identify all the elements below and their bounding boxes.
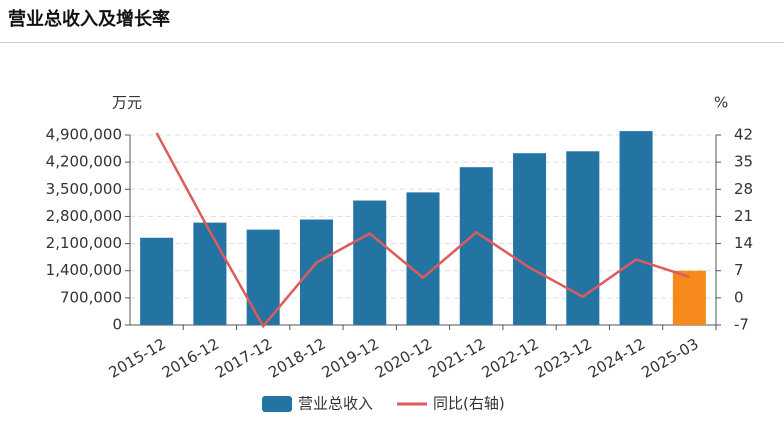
bar — [459, 167, 493, 325]
line — [155, 132, 690, 329]
x-tick-label: 2022-12 — [479, 335, 542, 382]
x-tick-label: 2020-12 — [372, 335, 435, 382]
x-tick-label: 2019-12 — [319, 335, 382, 382]
bar — [672, 270, 706, 325]
x-tick-label: 2024-12 — [585, 335, 648, 382]
y-tick-label: 2,800,000 — [46, 207, 122, 225]
y-unit: 万元 — [112, 94, 142, 112]
y2-tick-label: -7 — [734, 316, 749, 334]
y-tick-label: 2,100,000 — [46, 234, 122, 252]
y-tick-label: 3,500,000 — [46, 180, 122, 198]
x-tick-label: 2023-12 — [532, 335, 595, 382]
y-tick-label: 0 — [112, 316, 122, 334]
bar — [140, 237, 174, 325]
x-tick-label: 2016-12 — [159, 335, 222, 382]
y2-tick-label: 7 — [734, 261, 744, 279]
bar — [193, 222, 227, 325]
x-tick-label: 2021-12 — [425, 335, 488, 382]
bar — [299, 219, 333, 325]
bar — [619, 131, 653, 325]
bar — [566, 151, 600, 325]
bar — [406, 192, 440, 325]
y2-tick-label: 0 — [734, 288, 744, 306]
x-tick-label: 2015-12 — [106, 335, 169, 382]
x-tick-label: 2017-12 — [212, 335, 275, 382]
y2-tick-label: 28 — [734, 180, 753, 198]
chart-title: 营业总收入及增长率 — [8, 8, 170, 30]
y2-tick-label: 14 — [734, 234, 753, 252]
legend-label: 营业总收入 — [298, 395, 373, 413]
y2-tick-label: 35 — [734, 153, 753, 171]
y-tick-label: 1,400,000 — [46, 261, 122, 279]
legend-label: 同比(右轴) — [433, 395, 505, 413]
legend-swatch — [262, 396, 292, 412]
y2-tick-label: 21 — [734, 207, 753, 225]
y-tick-label: 700,000 — [60, 288, 122, 306]
y2-unit: % — [714, 94, 728, 112]
bar — [513, 153, 547, 325]
y-tick-label: 4,900,000 — [46, 126, 122, 144]
y-tick-label: 4,200,000 — [46, 153, 122, 171]
bar — [353, 200, 387, 325]
x-tick-label: 2018-12 — [265, 335, 328, 382]
x-tick-label: 2025-03 — [638, 335, 701, 382]
y2-tick-label: 42 — [734, 126, 753, 144]
